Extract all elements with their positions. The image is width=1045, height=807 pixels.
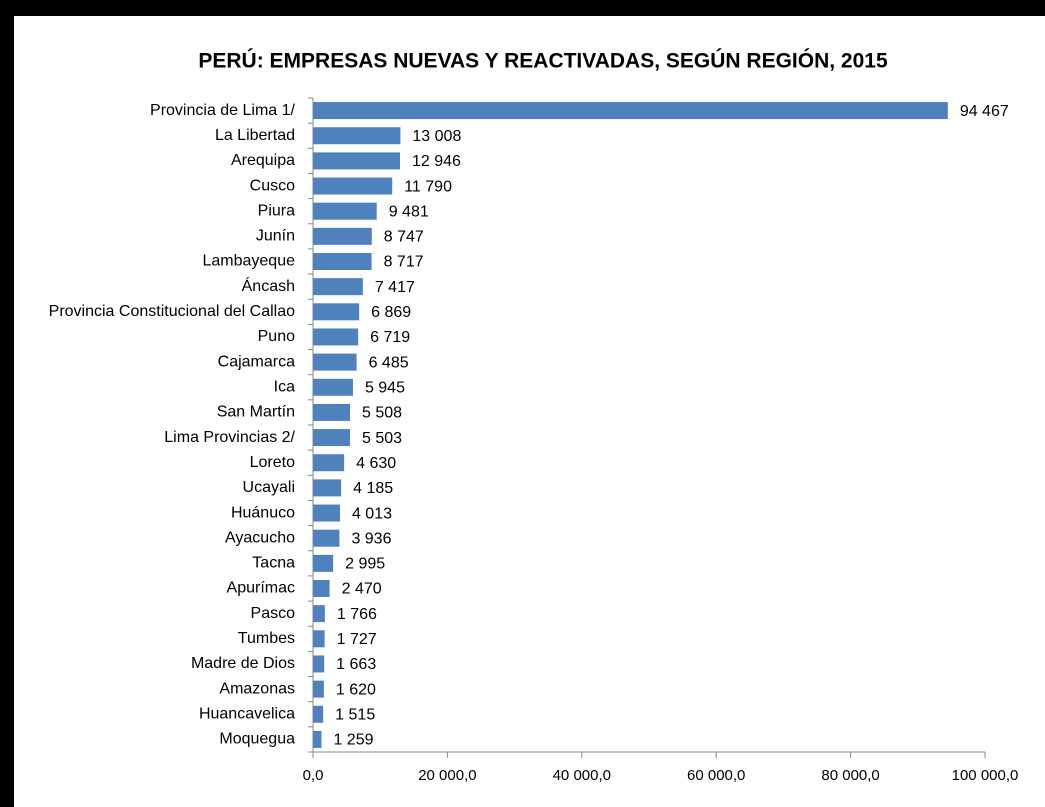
x-tick-label: 60 000,0: [687, 767, 745, 784]
data-label: 9 481: [389, 203, 429, 220]
x-tick-label: 100 000,0: [952, 767, 1019, 784]
bar: [313, 529, 340, 547]
x-tick-label: 40 000,0: [553, 767, 611, 784]
y-tick-label: Huancavelica: [199, 705, 295, 722]
bar: [313, 378, 353, 396]
data-label: 5 945: [365, 379, 405, 396]
data-label: 4 185: [353, 480, 393, 497]
bar: [313, 328, 359, 346]
data-label: 6 869: [371, 304, 411, 321]
bar: [313, 479, 342, 497]
data-label: 1 663: [336, 656, 376, 673]
y-tick-label: Huánuco: [231, 504, 295, 521]
y-tick-label: Apurímac: [227, 580, 295, 597]
y-tick-label: Lima Provincias 2/: [164, 429, 295, 446]
bar: [313, 202, 377, 220]
data-label: 13 008: [412, 128, 461, 145]
y-tick-label: Junín: [256, 228, 295, 245]
frame-left: [0, 0, 14, 807]
y-tick-label: Lambayeque: [202, 253, 295, 270]
bar: [313, 730, 322, 748]
bar: [313, 705, 324, 723]
bar: [313, 605, 325, 623]
data-label: 1 620: [336, 681, 376, 698]
bar: [313, 429, 350, 447]
y-tick-label: Piura: [258, 202, 295, 219]
bar: [313, 630, 325, 648]
y-tick-label: Loreto: [250, 454, 295, 471]
bar: [313, 253, 372, 270]
y-tick-label: Ucayali: [243, 479, 295, 496]
data-label: 4 630: [356, 455, 396, 472]
bar: [313, 177, 393, 195]
data-label: 8 717: [384, 254, 424, 271]
y-tick-label: Ayacucho: [225, 529, 295, 546]
y-tick-label: Arequipa: [231, 152, 295, 169]
data-label: 2 470: [342, 581, 382, 598]
bar: [313, 278, 363, 296]
bar: [313, 227, 372, 245]
y-tick-label: Áncash: [242, 276, 295, 295]
bar: [313, 303, 360, 321]
data-label: 1 515: [335, 706, 375, 723]
y-tick-label: Provincia Constitucional del Callao: [49, 303, 295, 320]
bar: [313, 655, 325, 673]
data-label: 8 747: [384, 229, 424, 246]
y-tick-label: Pasco: [251, 605, 296, 622]
y-tick-label: Cajamarca: [218, 353, 295, 370]
data-label: 5 508: [362, 405, 402, 422]
y-tick-label: San Martín: [217, 404, 295, 421]
bar: [313, 102, 948, 120]
y-tick-label: Ica: [274, 378, 295, 395]
data-label: 7 417: [375, 279, 415, 296]
data-label: 1 727: [337, 631, 377, 648]
y-tick-label: La Libertad: [215, 127, 295, 144]
data-label: 11 790: [404, 178, 452, 195]
data-label: 1 766: [337, 606, 377, 623]
bar: [313, 680, 324, 698]
chart-title: PERÚ: EMPRESAS NUEVAS Y REACTIVADAS, SEG…: [198, 49, 888, 73]
bar: [313, 554, 334, 572]
bar: [313, 152, 400, 170]
x-tick-label: 0,0: [303, 767, 324, 784]
y-tick-label: Puno: [258, 328, 295, 345]
data-label: 5 503: [362, 430, 402, 447]
data-label: 2 995: [345, 556, 385, 573]
bar: [313, 127, 401, 145]
bar: [313, 504, 340, 522]
data-label: 12 946: [412, 153, 461, 170]
bar: [313, 403, 351, 421]
y-tick-label: Amazonas: [219, 680, 295, 697]
data-label: 6 485: [369, 354, 409, 371]
bar: [313, 454, 345, 472]
frame-top: [0, 0, 1045, 16]
y-tick-label: Tacna: [252, 555, 295, 572]
y-tick-label: Moquegua: [219, 731, 295, 748]
data-label: 3 936: [351, 530, 391, 547]
data-label: 4 013: [352, 505, 392, 522]
data-label: 94 467: [960, 103, 1009, 120]
data-label: 6 719: [370, 329, 410, 346]
x-tick-label: 80 000,0: [821, 767, 879, 784]
y-tick-label: Provincia de Lima 1/: [150, 102, 296, 119]
y-tick-label: Madre de Dios: [191, 655, 295, 672]
y-tick-label: Cusco: [250, 177, 295, 194]
data-label: 1 259: [333, 732, 373, 749]
y-tick-label: Tumbes: [238, 630, 295, 647]
bar: [313, 353, 357, 371]
x-tick-label: 20 000,0: [418, 767, 476, 784]
bar: [313, 580, 330, 597]
